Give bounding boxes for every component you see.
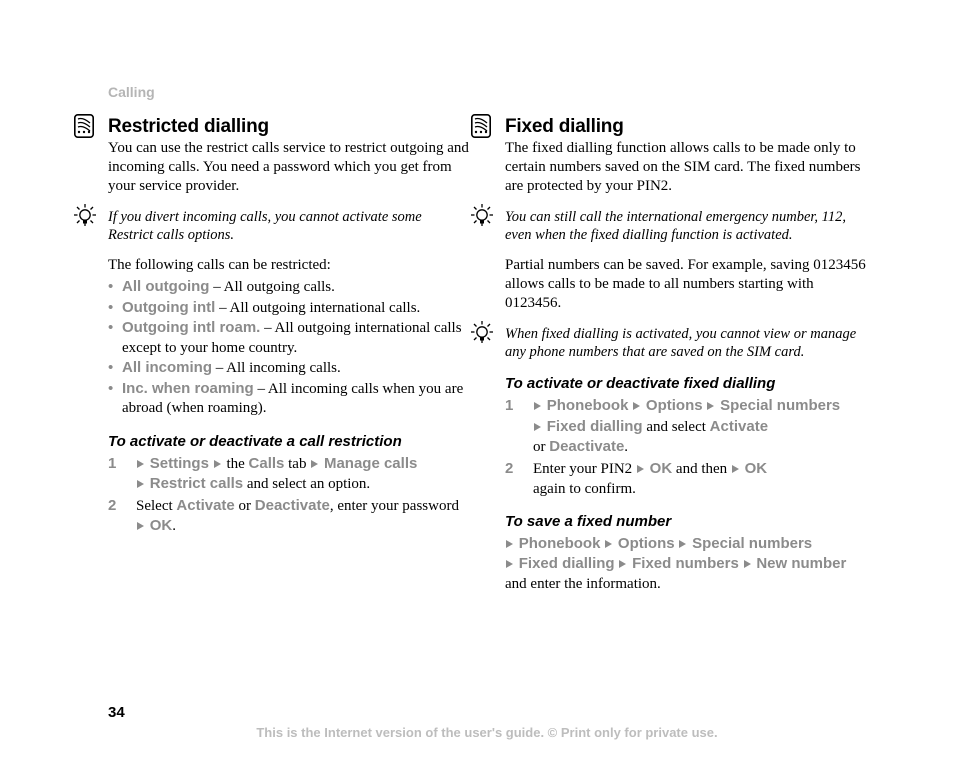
step-2: 2 Enter your PIN2 OK and then OK again t… [505,459,866,499]
intro-text: You can use the restrict calls service t… [108,139,469,196]
list-item: •Inc. when roaming – All incoming calls … [108,379,469,419]
paragraph: Partial numbers can be saved. For exampl… [505,256,866,313]
arrow-icon [605,540,612,548]
lightbulb-icon [471,204,493,226]
task2-body: Phonebook Options Special numbers Fixed … [505,534,866,595]
page-number: 34 [108,704,866,721]
arrow-icon [137,522,144,530]
arrow-icon [214,460,221,468]
task-title: To activate or deactivate a call restric… [108,433,469,451]
list-item: •Outgoing intl roam. – All outgoing inte… [108,318,469,358]
arrow-icon [744,560,751,568]
column-right: Fixed dialling The fixed dialling functi… [505,116,866,594]
arrow-icon [137,480,144,488]
list-item: •All outgoing – All outgoing calls. [108,277,469,298]
arrow-icon [707,402,714,410]
section-title: Fixed dialling [505,116,866,138]
step-number: 2 [505,459,513,479]
step-number: 2 [108,496,116,516]
tip-text: If you divert incoming calls, you cannot… [108,209,422,243]
breadcrumb: Calling [108,84,866,100]
tip-text: You can still call the international eme… [505,209,846,243]
section-fixed: Fixed dialling The fixed dialling functi… [505,116,866,196]
step-1: 1 Settings the Calls tab Manage calls Re… [108,454,469,494]
step-number: 1 [505,396,513,416]
step-1: 1 Phonebook Options Special numbers Fixe… [505,396,866,456]
list-item: •All incoming – All incoming calls. [108,358,469,379]
intro-text: The fixed dialling function allows calls… [505,139,866,196]
column-left: Restricted dialling You can use the rest… [108,116,469,594]
restrict-list: •All outgoing – All outgoing calls. •Out… [108,277,469,419]
arrow-icon [137,460,144,468]
tip-note: If you divert incoming calls, you cannot… [108,208,469,245]
task-title: To activate or deactivate fixed dialling [505,375,866,393]
section-restricted: Restricted dialling You can use the rest… [108,116,469,196]
step-2: 2 Select Activate or Deactivate, enter y… [108,496,469,536]
phone-broadcast-icon [74,114,94,138]
task-title: To save a fixed number [505,513,866,531]
arrow-icon [534,402,541,410]
list-item: •Outgoing intl – All outgoing internatio… [108,298,469,319]
arrow-icon [633,402,640,410]
tip-text: When fixed dialling is activated, you ca… [505,326,856,360]
arrow-icon [506,540,513,548]
footer-text: This is the Internet version of the user… [108,725,866,740]
phone-broadcast-icon [471,114,491,138]
columns: Restricted dialling You can use the rest… [108,116,866,594]
arrow-icon [506,560,513,568]
tip-note: When fixed dialling is activated, you ca… [505,325,866,362]
arrow-icon [637,465,644,473]
page: Calling Restricted dialling You can use … [0,0,954,770]
arrow-icon [534,423,541,431]
arrow-icon [732,465,739,473]
step-number: 1 [108,454,116,474]
arrow-icon [679,540,686,548]
tip-note: You can still call the international eme… [505,208,866,245]
arrow-icon [311,460,318,468]
section-title: Restricted dialling [108,116,469,138]
list-intro: The following calls can be restricted: [108,256,469,275]
lightbulb-icon [471,321,493,343]
lightbulb-icon [74,204,96,226]
arrow-icon [619,560,626,568]
